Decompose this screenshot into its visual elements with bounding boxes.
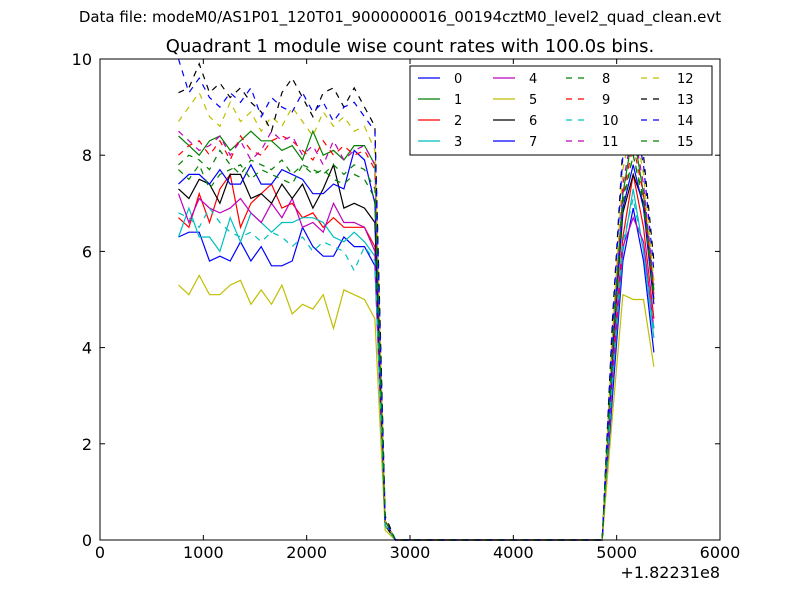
series-line-10 [178, 198, 655, 541]
legend-label: 15 [677, 135, 694, 150]
series-line-15 [178, 149, 655, 541]
legend-box [409, 65, 713, 156]
y-tick-label: 6 [82, 242, 92, 261]
series-line-4 [177, 193, 655, 541]
x-tick-label: 6000 [700, 543, 741, 562]
series-line-5 [178, 274, 655, 541]
y-tick-label: 2 [82, 435, 92, 454]
legend-label: 9 [602, 93, 610, 108]
x-tick-label: 4000 [493, 543, 534, 562]
series-line-12 [178, 91, 655, 541]
legend-label: 5 [529, 93, 537, 108]
y-tick-label: 8 [82, 146, 92, 165]
x-tick-label: 1000 [183, 543, 224, 562]
series-line-1 [178, 129, 655, 541]
series-line-6 [178, 162, 655, 541]
legend-label: 10 [602, 114, 619, 129]
y-tick-label: 4 [82, 339, 92, 358]
legend-label: 1 [454, 93, 462, 108]
legend-label: 13 [677, 93, 694, 108]
series-line-2 [178, 172, 655, 541]
x-tick-label: 2000 [286, 543, 327, 562]
x-tick-label: 3000 [390, 543, 431, 562]
x-tick-label: 0 [95, 543, 105, 562]
legend-label: 0 [454, 72, 462, 87]
legend-label: 7 [529, 135, 537, 150]
legend-label: 8 [602, 72, 610, 87]
y-tick-label: 10 [72, 50, 92, 69]
y-tick-label: 0 [82, 531, 92, 550]
series-line-7 [178, 149, 655, 541]
legend-label: 14 [677, 114, 694, 129]
figure-suptitle: Data file: modeM0/AS1P01_120T01_90000000… [78, 8, 722, 26]
series-line-11 [178, 126, 655, 541]
legend-label: 2 [454, 114, 462, 129]
series-line-0 [178, 207, 655, 541]
series-line-3 [177, 188, 655, 541]
x-tick-label: 5000 [596, 543, 637, 562]
legend-label: 6 [529, 114, 537, 129]
legend-label: 3 [454, 135, 462, 150]
series-line-8 [178, 155, 655, 541]
x-offset-label: +1.82231e8 [620, 563, 720, 582]
legend-label: 4 [529, 72, 537, 87]
legend-label: 12 [677, 72, 694, 87]
chart-title: Quadrant 1 module wise count rates with … [165, 36, 655, 57]
legend-label: 11 [602, 135, 619, 150]
